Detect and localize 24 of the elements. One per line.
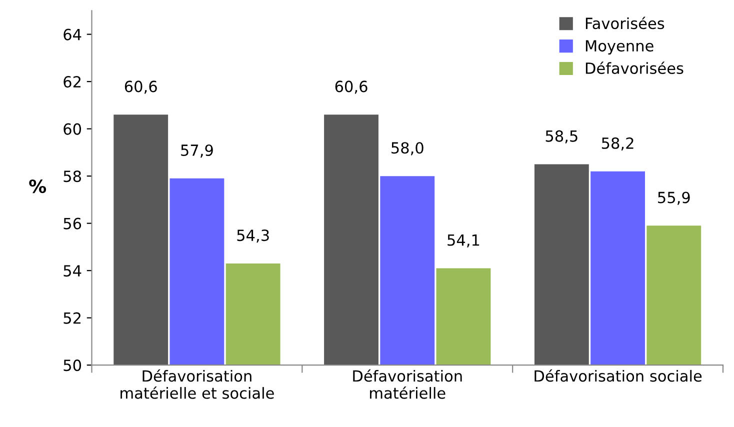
y-tick-label: 62 bbox=[64, 76, 80, 88]
data-label: 60,6 bbox=[124, 80, 157, 94]
y-tick-label: 60 bbox=[64, 123, 82, 135]
data-label: 54,1 bbox=[448, 234, 480, 248]
data-label: 57,9 bbox=[181, 144, 213, 158]
y-axis-title: % bbox=[29, 179, 46, 194]
legend-label: Défavorisées bbox=[586, 62, 684, 74]
legend-label: Favorisées bbox=[586, 16, 664, 30]
x-tick-label: Défavorisation matérielle et sociale bbox=[120, 369, 274, 399]
y-tick-label: 64 bbox=[64, 28, 82, 40]
x-tick-label: Défavorisation sociale bbox=[534, 369, 702, 382]
data-label: 54,3 bbox=[237, 230, 269, 243]
data-label: 58,5 bbox=[546, 130, 578, 144]
y-tick-label: 56 bbox=[64, 218, 82, 230]
y-tick-label: 50 bbox=[64, 360, 82, 372]
y-tick-label: 58 bbox=[64, 170, 81, 182]
data-label: 58,0 bbox=[392, 142, 424, 156]
x-tick-label: Défavorisation matérielle bbox=[353, 369, 462, 399]
data-label: 60,6 bbox=[335, 80, 368, 94]
legend-label: Moyenne bbox=[586, 40, 654, 55]
y-tick-label: 54 bbox=[64, 265, 82, 277]
y-tick-label: 52 bbox=[64, 312, 80, 324]
data-label: 58,2 bbox=[602, 137, 634, 150]
data-label: 55,9 bbox=[658, 192, 690, 205]
